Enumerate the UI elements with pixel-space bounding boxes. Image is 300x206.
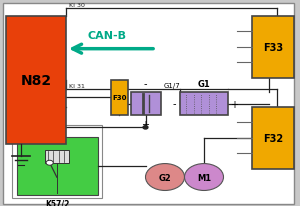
Circle shape [46, 160, 53, 165]
Bar [180, 93, 228, 115]
Text: CAN-B: CAN-B [87, 31, 126, 41]
Bar [252, 16, 294, 78]
Text: -: - [144, 79, 147, 89]
Text: F32: F32 [263, 133, 283, 143]
Text: F33: F33 [263, 42, 283, 52]
Text: +: + [142, 119, 149, 129]
Text: -: - [172, 99, 176, 109]
Text: K57/2: K57/2 [45, 199, 69, 206]
Bar [130, 93, 160, 115]
Bar [16, 137, 98, 195]
Text: G2: G2 [159, 173, 171, 182]
Circle shape [184, 164, 224, 191]
Text: F30: F30 [112, 95, 127, 101]
Text: G1/7: G1/7 [164, 83, 180, 89]
Text: KI 31: KI 31 [69, 84, 85, 89]
Bar [6, 16, 66, 144]
Text: G1: G1 [198, 80, 210, 89]
Bar [45, 151, 69, 163]
Bar [252, 107, 294, 169]
Text: +: + [230, 99, 238, 109]
Bar [111, 80, 128, 115]
Text: KI 30: KI 30 [69, 3, 85, 8]
Circle shape [143, 126, 148, 129]
Text: N82: N82 [20, 73, 52, 87]
Bar [12, 126, 102, 198]
Text: M1: M1 [197, 173, 211, 182]
Circle shape [146, 164, 184, 191]
